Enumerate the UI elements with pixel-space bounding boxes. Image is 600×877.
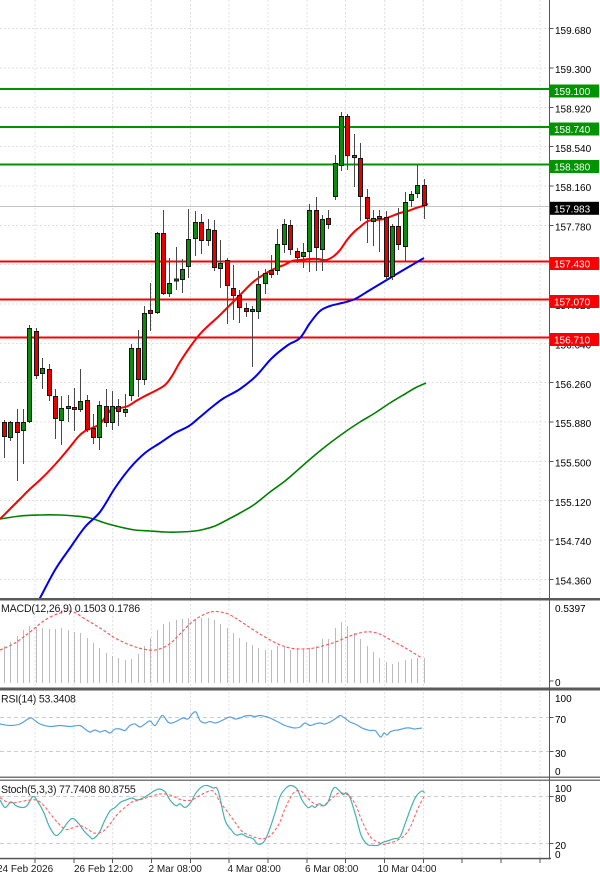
svg-text:30: 30 (555, 749, 567, 760)
svg-text:0: 0 (555, 850, 561, 861)
svg-text:156.260: 156.260 (555, 380, 592, 391)
svg-text:24 Feb 2026: 24 Feb 2026 (0, 864, 54, 875)
svg-text:0: 0 (555, 678, 561, 689)
svg-text:0.5397: 0.5397 (555, 604, 586, 615)
svg-text:10 Mar 04:00: 10 Mar 04:00 (378, 864, 437, 875)
svg-text:154.740: 154.740 (555, 537, 592, 548)
svg-text:155.500: 155.500 (555, 459, 592, 470)
svg-text:157.430: 157.430 (554, 260, 591, 271)
svg-text:157.070: 157.070 (554, 298, 591, 309)
svg-text:158.380: 158.380 (554, 163, 591, 174)
svg-text:20: 20 (555, 841, 567, 852)
svg-text:100: 100 (555, 694, 572, 705)
svg-text:2 Mar 08:00: 2 Mar 08:00 (149, 864, 203, 875)
svg-text:70: 70 (555, 715, 567, 726)
svg-text:26 Feb 12:00: 26 Feb 12:00 (74, 864, 133, 875)
svg-text:158.540: 158.540 (555, 144, 592, 155)
svg-text:155.120: 155.120 (555, 498, 592, 509)
svg-text:157.983: 157.983 (554, 204, 591, 215)
svg-text:158.160: 158.160 (555, 183, 592, 194)
svg-text:155.880: 155.880 (555, 419, 592, 430)
svg-text:0: 0 (555, 767, 561, 778)
svg-text:RSI(14) 53.3408: RSI(14) 53.3408 (1, 694, 76, 706)
svg-text:100: 100 (555, 784, 572, 795)
svg-text:159.100: 159.100 (554, 87, 591, 98)
svg-text:Stoch(5,3,3) 77.7408 80.8755: Stoch(5,3,3) 77.7408 80.8755 (1, 784, 136, 796)
svg-text:159.300: 159.300 (555, 65, 592, 76)
svg-text:156.710: 156.710 (554, 336, 591, 347)
svg-text:MACD(12,26,9) 0.1503 0.1786: MACD(12,26,9) 0.1503 0.1786 (1, 603, 140, 615)
svg-text:154.360: 154.360 (555, 577, 592, 588)
svg-text:4 Mar 08:00: 4 Mar 08:00 (228, 864, 282, 875)
svg-text:80: 80 (555, 794, 567, 805)
svg-text:158.740: 158.740 (554, 125, 591, 136)
svg-text:158.920: 158.920 (555, 105, 592, 116)
svg-text:157.780: 157.780 (555, 223, 592, 234)
svg-text:159.680: 159.680 (555, 26, 592, 37)
svg-text:6 Mar 08:00: 6 Mar 08:00 (305, 864, 359, 875)
